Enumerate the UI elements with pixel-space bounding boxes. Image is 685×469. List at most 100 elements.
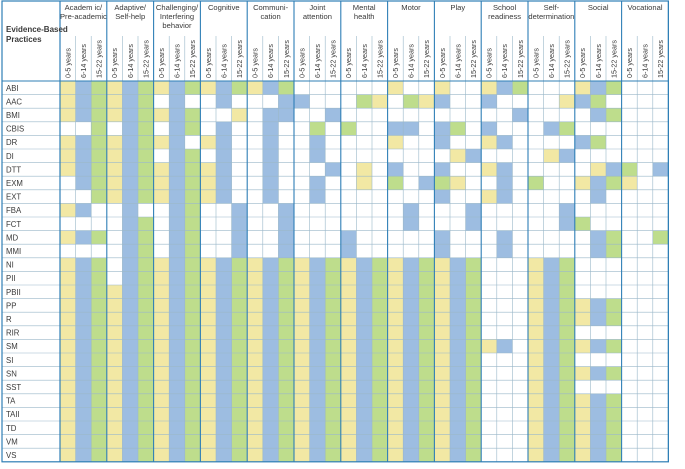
matrix-cell — [262, 366, 279, 381]
matrix-cell — [481, 121, 497, 136]
age-header: 6-14 years — [594, 44, 603, 78]
matrix-cell — [138, 121, 154, 136]
matrix-cell — [372, 257, 388, 272]
matrix-cell — [496, 176, 513, 190]
matrix-cell — [356, 353, 372, 367]
matrix-cell — [465, 298, 482, 313]
matrix-cell — [216, 189, 232, 204]
matrix-cell — [372, 434, 388, 449]
group-header: Social — [588, 3, 609, 12]
matrix-cell — [91, 434, 107, 449]
matrix-cell — [138, 271, 154, 285]
matrix-cell — [278, 434, 294, 449]
matrix-cell — [590, 393, 606, 408]
matrix-cell — [169, 94, 185, 109]
matrix-cell — [278, 244, 294, 258]
matrix-cell — [169, 257, 185, 272]
matrix-cell — [278, 421, 294, 435]
matrix-cell — [122, 94, 138, 109]
age-header: 15-22 years — [516, 40, 525, 78]
matrix-cell — [340, 366, 357, 381]
matrix-cell — [278, 407, 294, 421]
matrix-cell — [216, 285, 232, 299]
matrix-cell — [262, 339, 279, 353]
matrix-cell — [559, 407, 575, 421]
matrix-cell — [216, 162, 232, 177]
matrix-cell — [294, 380, 310, 394]
matrix-cell — [91, 230, 107, 245]
matrix-cell — [169, 230, 185, 245]
matrix-cell — [231, 366, 248, 381]
matrix-cell — [216, 421, 232, 435]
matrix-cell — [247, 421, 263, 435]
matrix-cell — [387, 339, 404, 353]
matrix-cell — [278, 230, 294, 245]
group-header: Cognitive — [208, 3, 240, 12]
matrix-cell — [153, 176, 170, 190]
matrix-cell — [559, 339, 575, 353]
group-header: Joint — [309, 3, 326, 12]
matrix-cell — [278, 298, 294, 313]
matrix-cell — [356, 421, 372, 435]
matrix-cell — [387, 366, 404, 381]
matrix-cell — [247, 393, 263, 408]
matrix-cell — [106, 366, 123, 381]
matrix-cell — [247, 298, 263, 313]
matrix-cell — [60, 393, 76, 408]
matrix-cell — [418, 434, 435, 449]
matrix-cell — [262, 393, 279, 408]
matrix-cell — [60, 203, 76, 217]
matrix-cell — [200, 325, 216, 340]
matrix-cell — [200, 312, 216, 326]
matrix-cell — [309, 176, 326, 190]
matrix-cell — [434, 244, 450, 258]
matrix-cell — [278, 393, 294, 408]
group-header: Motor — [401, 3, 421, 12]
matrix-cell — [372, 393, 388, 408]
matrix-cell — [606, 312, 622, 326]
matrix-cell — [590, 244, 606, 258]
matrix-cell — [200, 135, 216, 149]
matrix-cell — [138, 366, 154, 381]
practice-label: DTT — [6, 165, 21, 174]
practice-label: CBIS — [6, 125, 24, 134]
matrix-cell — [91, 298, 107, 313]
matrix-cell — [122, 162, 138, 177]
matrix-cell — [356, 434, 372, 449]
matrix-cell — [122, 380, 138, 394]
matrix-cell — [372, 271, 388, 285]
matrix-cell — [231, 325, 248, 340]
matrix-cell — [216, 135, 232, 149]
age-header: 15-22 years — [375, 40, 384, 78]
matrix-cell — [559, 285, 575, 299]
group-header: Pre-academic — [60, 12, 107, 21]
matrix-cell — [340, 298, 357, 313]
matrix-cell — [372, 380, 388, 394]
matrix-cell — [75, 325, 92, 340]
matrix-cell — [294, 353, 310, 367]
matrix-cell — [434, 380, 450, 394]
matrix-cell — [450, 421, 466, 435]
matrix-cell — [216, 448, 232, 462]
practice-label: TD — [6, 424, 17, 433]
matrix-cell — [465, 366, 482, 381]
matrix-cell — [309, 407, 326, 421]
age-header: 0-5 years — [485, 48, 494, 78]
matrix-cell — [75, 312, 92, 326]
matrix-cell — [122, 135, 138, 149]
matrix-cell — [340, 421, 357, 435]
matrix-cell — [122, 230, 138, 245]
matrix-cell — [481, 162, 497, 177]
matrix-cell — [153, 339, 170, 353]
matrix-cell — [153, 366, 170, 381]
matrix-cell — [122, 353, 138, 367]
matrix-cell — [590, 81, 606, 95]
matrix-cell — [528, 434, 544, 449]
practice-label: RIR — [6, 329, 20, 338]
matrix-cell — [184, 407, 201, 421]
group-header: behavior — [162, 21, 192, 30]
matrix-cell — [184, 230, 201, 245]
matrix-cell — [106, 81, 123, 95]
matrix-cell — [60, 407, 76, 421]
matrix-cell — [481, 339, 497, 353]
